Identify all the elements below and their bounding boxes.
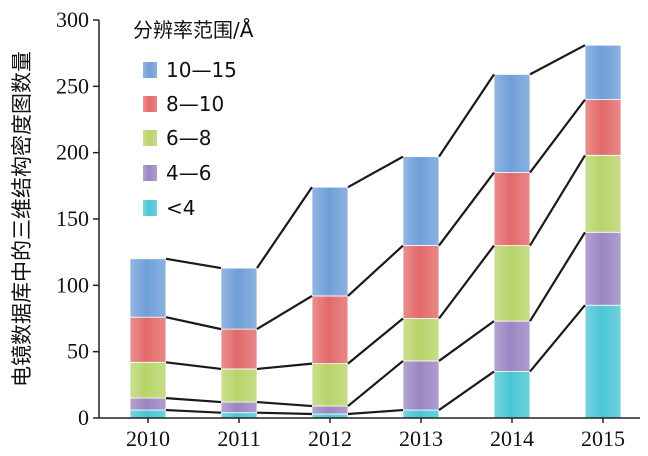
legend: 分辨率范围/Å 10—15 8—10 6—8 4—6 <4: [133, 18, 254, 220]
legend-title: 分辨率范围/Å: [133, 18, 254, 42]
bar-segment-2015-3: [584, 99, 622, 156]
connector-line: [347, 408, 404, 416]
y-tick-label: 250: [56, 73, 89, 98]
bar-segment-2010-3: [129, 316, 167, 363]
bar-segment-2014-1: [493, 320, 531, 372]
legend-label: 6—8: [166, 126, 211, 150]
connector-line: [347, 317, 404, 365]
bar-segment-2013-2: [402, 318, 440, 362]
bar-segment-2013-3: [402, 245, 440, 319]
connector-line: [256, 186, 313, 269]
bar-segment-2014-3: [493, 172, 531, 246]
legend-label: 10—15: [166, 58, 237, 82]
bars-layer: [129, 44, 622, 419]
bar-segment-2015-2: [584, 154, 622, 233]
x-tick-label: 2012: [308, 426, 352, 451]
bar-segment-2013-0: [402, 409, 440, 419]
connector-line: [529, 154, 586, 247]
bar-segment-2015-4: [584, 44, 622, 100]
bar-segment-2010-1: [129, 397, 167, 411]
connector-line: [438, 370, 495, 411]
connector-line: [529, 98, 586, 174]
legend-swatch: [143, 62, 157, 78]
bar-segment-2010-2: [129, 361, 167, 399]
bar-segment-2011-2: [220, 368, 258, 403]
bar-segment-2011-4: [220, 267, 258, 330]
y-axis-title: 电镜数据库中的三维结构密度图数量: [10, 51, 34, 387]
bar-segment-2014-4: [493, 73, 531, 173]
bar-segment-2011-3: [220, 328, 258, 370]
connector-line: [256, 400, 313, 408]
connector-line: [347, 360, 404, 407]
bar-segment-2013-4: [402, 156, 440, 246]
bar-segment-2010-0: [129, 409, 167, 419]
connector-line: [438, 244, 495, 320]
bar-segment-2011-0: [220, 412, 258, 419]
connector-line: [438, 320, 495, 362]
legend-swatch: [143, 165, 157, 181]
axes-layer: 0 50 100 150 200 250 300 2010 2011 2012 2013 2014 20…: [56, 7, 640, 451]
connector-line: [438, 73, 495, 158]
y-tick-label: 300: [56, 7, 89, 32]
bar-segment-2012-4: [311, 186, 349, 297]
legend-swatch: [143, 130, 157, 146]
legend-label: 8—10: [166, 92, 224, 116]
connector-line: [256, 411, 313, 416]
connector-line: [438, 171, 495, 247]
bar-segment-2014-2: [493, 245, 531, 322]
bar-segment-2011-1: [220, 401, 258, 414]
connector-line: [529, 304, 586, 373]
connector-line: [256, 362, 313, 371]
bar-segment-2015-1: [584, 231, 622, 306]
legend-label: 4—6: [166, 161, 211, 185]
connector-lines-layer: [165, 44, 586, 416]
y-tick-label: 50: [67, 339, 89, 364]
y-tick-label: 150: [56, 206, 89, 231]
connector-line: [165, 408, 222, 414]
connector-line: [165, 361, 222, 371]
bar-segment-2010-4: [129, 258, 167, 318]
bar-segment-2012-2: [311, 363, 349, 407]
connector-line: [529, 231, 586, 322]
bar-segment-2013-1: [402, 360, 440, 411]
x-tick-label: 2014: [490, 426, 534, 451]
x-tick-label: 2011: [217, 426, 260, 451]
legend-label: <4: [166, 196, 195, 220]
x-tick-label: 2015: [581, 426, 625, 451]
legend-swatch: [143, 96, 157, 112]
bar-segment-2015-0: [584, 304, 622, 419]
x-tick-label: 2013: [399, 426, 443, 451]
y-tick-label: 0: [78, 405, 89, 430]
connector-line: [165, 316, 222, 331]
x-tick-label: 2010: [126, 426, 170, 451]
bar-segment-2014-0: [493, 371, 531, 419]
connector-line: [347, 155, 404, 189]
connector-line: [256, 295, 313, 331]
connector-line: [347, 244, 404, 297]
legend-swatch: [143, 200, 157, 216]
bar-segment-2012-1: [311, 405, 349, 415]
y-tick-label: 100: [56, 272, 89, 297]
y-tick-label: 200: [56, 140, 89, 165]
connector-line: [529, 44, 586, 76]
connector-line: [165, 257, 222, 270]
connector-line: [165, 397, 222, 404]
bar-segment-2012-3: [311, 295, 349, 365]
